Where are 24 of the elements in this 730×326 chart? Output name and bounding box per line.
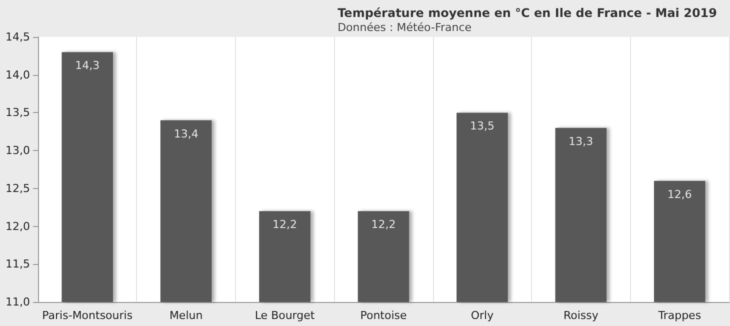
x-tick-label: Pontoise <box>360 309 407 322</box>
y-tick-label: 12,5 <box>6 182 30 195</box>
x-tick-label: Orly <box>470 309 494 322</box>
y-tick-label: 11,5 <box>6 258 30 271</box>
x-tick-label: Paris-Montsouris <box>42 309 133 322</box>
x-tick-label: Roissy <box>563 309 599 322</box>
y-tick-label: 11,0 <box>6 296 30 308</box>
data-label: 13,3 <box>568 134 594 148</box>
data-label: 12,2 <box>371 218 396 232</box>
y-tick-label: 14,0 <box>6 68 30 82</box>
data-label: 12,6 <box>667 188 692 201</box>
data-label: 13,5 <box>470 120 494 133</box>
y-tick-label: 12,0 <box>6 220 30 233</box>
data-label: 14,3 <box>75 59 100 72</box>
chart-subtitle: Données : Météo-France <box>338 21 472 34</box>
x-tick-label: Trappes <box>657 309 702 322</box>
data-label: 12,2 <box>272 218 298 232</box>
y-tick-label: 13,0 <box>6 144 30 158</box>
chart-title: Température moyenne en °C en Ile de France - Mai 2019 <box>338 6 718 20</box>
y-tick-label: 13,5 <box>6 106 30 120</box>
x-tick-label: Le Bourget <box>254 309 316 322</box>
data-label: 13,4 <box>174 127 198 140</box>
x-tick-label: Melun <box>169 309 203 322</box>
y-tick-label: 14,5 <box>6 30 30 44</box>
